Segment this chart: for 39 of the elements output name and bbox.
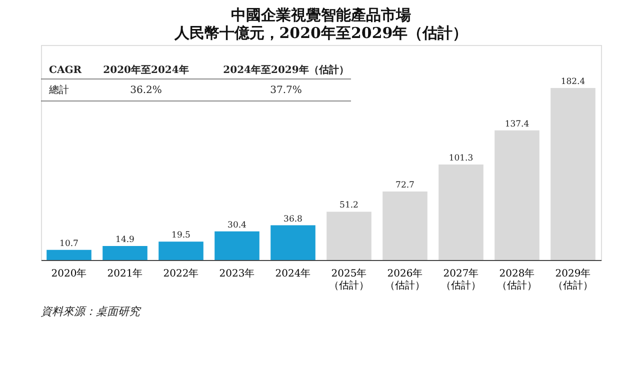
annotation: 36.2%	[130, 85, 162, 96]
x-tick-label: 2025年（估計）	[329, 268, 369, 292]
chart-subtitle: 人民幣十億元，2020年至2029年（估計）	[173, 24, 468, 42]
data-label: 36.8	[284, 214, 302, 224]
data-label: 101.3	[448, 153, 474, 164]
data-label: 19.5	[172, 230, 190, 241]
annotation: 總計	[48, 84, 69, 96]
bar	[158, 242, 204, 260]
x-tick-label: 2028年（估計）	[497, 268, 537, 292]
data-label: 137.4	[504, 119, 530, 130]
chart-title: 中國企業視覺智能產品市場	[231, 6, 411, 24]
text: 2024年至2029年（估計）	[223, 64, 349, 76]
annotation: 37.7%	[270, 85, 302, 96]
bar	[382, 191, 428, 260]
x-tick-label: 2021年	[107, 268, 143, 280]
x-tick-label: 2022年	[163, 268, 199, 280]
data-label: 182.4	[560, 77, 586, 87]
data-label: 14.9	[116, 234, 134, 245]
source-note: 資料來源：桌面研究	[41, 305, 142, 318]
bar	[214, 231, 260, 260]
bar	[550, 88, 596, 260]
x-tick-label: 2024年	[275, 268, 311, 280]
data-label: 72.7	[396, 180, 414, 190]
x-tick-label: 2027年（估計）	[441, 268, 481, 292]
bar	[46, 250, 92, 260]
x-tick-label: 2029年（估計）	[553, 268, 593, 292]
data-label: 51.2	[340, 200, 358, 211]
text: 2020年至2024年	[103, 64, 189, 76]
text: CAGR	[49, 65, 82, 76]
bar	[438, 164, 484, 260]
bar	[494, 130, 540, 260]
bar	[102, 246, 148, 260]
bar	[326, 212, 372, 260]
x-tick-label: 2026年（估計）	[385, 268, 425, 292]
data-label: 30.4	[228, 220, 246, 230]
data-label: 10.7	[60, 238, 78, 249]
x-tick-label: 2023年	[219, 268, 255, 280]
x-tick-label: 2020年	[51, 268, 87, 280]
bar	[270, 225, 316, 260]
